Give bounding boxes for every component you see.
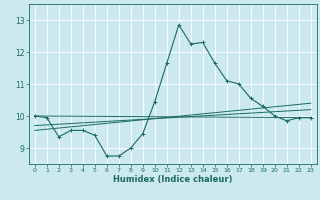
X-axis label: Humidex (Indice chaleur): Humidex (Indice chaleur) bbox=[113, 175, 233, 184]
